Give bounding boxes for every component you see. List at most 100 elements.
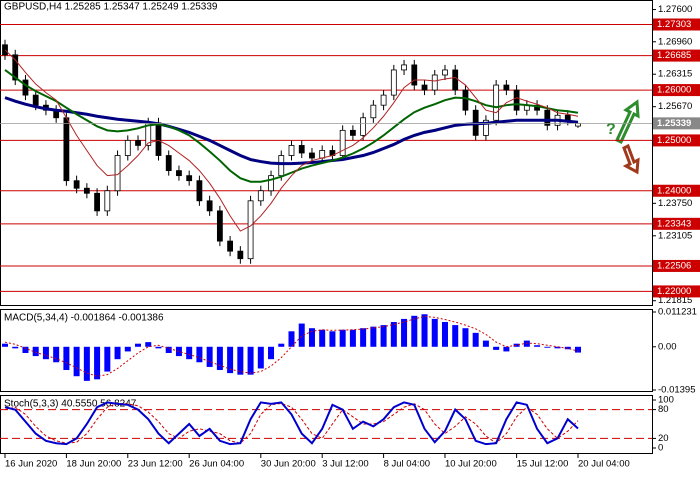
- macd-bar: [482, 340, 489, 347]
- moving-average: [4, 49, 579, 232]
- macd-bar: [339, 329, 346, 347]
- level-label-box: [653, 134, 700, 147]
- macd-bar: [513, 343, 520, 347]
- level-label: 1.26685: [657, 50, 691, 61]
- candle-body: [268, 175, 274, 192]
- candle-body: [22, 79, 29, 96]
- macd-bar: [411, 315, 418, 347]
- macd-bar: [53, 346, 60, 363]
- x-tick-label: 8 Jul 04:00: [384, 459, 430, 470]
- macd-bar: [380, 325, 387, 347]
- macd-bar: [83, 346, 90, 381]
- macd-bar: [216, 346, 223, 371]
- candle-body: [124, 140, 131, 156]
- macd-signal: [4, 315, 579, 377]
- x-tick-label: 3 Jul 12:00: [322, 459, 368, 470]
- macd-bar: [319, 329, 326, 347]
- candle-body: [483, 119, 489, 136]
- candle-body: [104, 190, 111, 212]
- macd-bar: [268, 346, 275, 360]
- y-tick-label: 1.25670: [658, 101, 692, 112]
- candle-body: [278, 155, 285, 177]
- candle-body: [575, 122, 581, 127]
- candle-body: [442, 69, 448, 76]
- level-label: 1.24000: [657, 185, 691, 196]
- candle-body: [73, 180, 80, 189]
- macd-bar: [462, 328, 469, 347]
- candle-body: [176, 170, 182, 177]
- macd-bar: [114, 346, 121, 360]
- candle-body: [257, 190, 264, 202]
- candle-body: [544, 109, 551, 126]
- level-label-box: [653, 259, 700, 272]
- macd-bar: [349, 329, 356, 347]
- main-title: GBPUSD,H4 1.25285 1.25347 1.25249 1.2533…: [4, 2, 218, 13]
- macd-bar: [12, 346, 19, 349]
- level-label: 1.23343: [657, 218, 691, 229]
- x-tick-label: 26 Jun 04:00: [189, 459, 244, 470]
- candle-body: [564, 114, 571, 121]
- candle-body: [114, 155, 121, 192]
- macd-bar: [401, 318, 408, 347]
- y-tick-label: -0.01395: [658, 385, 696, 396]
- macd-bar: [390, 322, 397, 347]
- macd-bar: [145, 342, 152, 347]
- macd-bar: [73, 346, 80, 377]
- macd-bar: [42, 346, 49, 360]
- candle-body: [288, 145, 295, 156]
- macd-bar: [2, 343, 8, 347]
- macd-bar: [472, 332, 479, 347]
- y-tick-label: 0.00: [658, 341, 677, 352]
- candle-body: [411, 64, 418, 86]
- candle-body: [370, 104, 377, 119]
- price-box: [653, 117, 700, 130]
- macd-bar: [155, 346, 162, 349]
- candle-body: [339, 129, 346, 156]
- main-panel: [0, 0, 653, 306]
- stoch-main: [4, 401, 579, 446]
- macd-bar: [421, 314, 428, 347]
- stoch-panel: [0, 395, 653, 454]
- panel-frames: [0, 0, 653, 454]
- y-tick-label: 1.21815: [658, 295, 692, 306]
- macd-bar: [22, 346, 29, 353]
- macd-bar: [32, 346, 39, 357]
- candle-body: [493, 84, 500, 121]
- candle-body: [421, 84, 428, 91]
- question-mark: ?: [606, 121, 616, 138]
- macd-bar: [94, 346, 101, 380]
- x-tick-label: 10 Jul 20:00: [445, 459, 497, 470]
- x-tick-label: 30 Jun 20:00: [261, 459, 316, 470]
- candle-body: [12, 54, 19, 81]
- down-arrow: [622, 143, 640, 175]
- level-label-box: [653, 49, 700, 62]
- macd-bar: [278, 343, 285, 347]
- candle-body: [32, 94, 39, 106]
- macd-title: MACD(5,34,4) -0.001864 -0.001386: [4, 313, 164, 324]
- y-tick-label: 1.27600: [658, 4, 692, 15]
- up-arrow: [615, 99, 640, 145]
- candle-body: [513, 89, 520, 111]
- y-tick-label: 1.23750: [658, 198, 692, 209]
- macd-bar: [257, 346, 264, 369]
- macd-bar: [493, 346, 500, 350]
- x-tick-label: 15 Jul 12:00: [517, 459, 569, 470]
- macd-bar: [452, 325, 459, 347]
- macd-bar: [124, 346, 131, 352]
- y-tick-label: 0: [658, 443, 663, 454]
- x-tick-label: 23 Jun 12:00: [128, 459, 183, 470]
- macd-bar: [165, 346, 172, 353]
- macd-bar: [503, 346, 510, 352]
- level-label-box: [653, 84, 700, 97]
- candle-body: [503, 84, 510, 91]
- macd-bar: [544, 346, 551, 348]
- x-tick-label: 16 Jun 2020: [5, 459, 57, 470]
- candle-body: [227, 240, 234, 252]
- candle-body: [319, 150, 326, 159]
- price-label: 1.25339: [657, 118, 691, 129]
- candle-body: [135, 140, 141, 146]
- stoch-title: Stoch(5,3,3) 40.5550 56.8247: [4, 399, 137, 410]
- macd-bar: [196, 346, 203, 363]
